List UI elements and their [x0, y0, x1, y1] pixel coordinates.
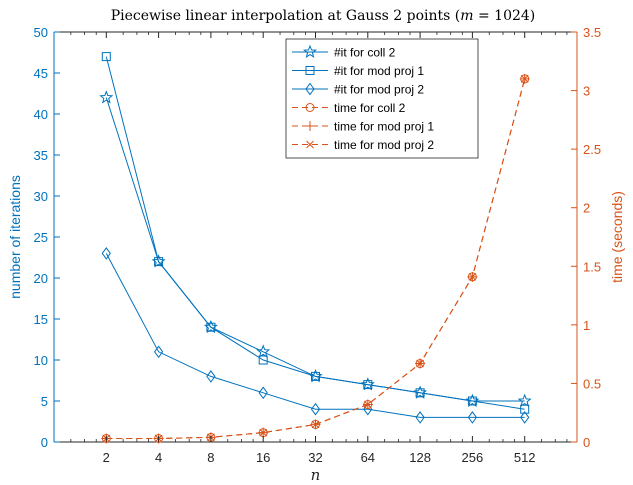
left-y-axis-label: number of iterations	[7, 175, 23, 299]
legend-marker-2	[305, 82, 315, 96]
chart-title: Piecewise linear interpolation at Gauss …	[111, 8, 536, 24]
data-point-5-7	[468, 272, 477, 281]
left-y-tick-label: 50	[34, 25, 48, 40]
left-y-tick-label: 45	[34, 66, 48, 81]
data-point-2-6	[415, 411, 425, 424]
data-point-5-4	[311, 420, 320, 429]
x-tick-label: 16	[256, 450, 270, 465]
right-y-tick-label: 0.5	[583, 376, 601, 391]
right-y-tick-label: 1.5	[583, 259, 601, 274]
data-point-5-3	[259, 428, 268, 437]
data-point-1-3	[258, 355, 268, 365]
data-point-0-0	[99, 90, 114, 104]
left-y-tick-label: 0	[41, 435, 48, 450]
right-y-tick-label: 2	[583, 201, 590, 216]
data-point-2-7	[467, 411, 478, 424]
legend-label-1: #it for mod proj 1	[334, 64, 424, 78]
data-point-1-8	[520, 404, 530, 414]
left-y-tick-label: 5	[41, 394, 48, 409]
legend-marker-4	[305, 121, 315, 131]
data-point-1-0	[101, 52, 111, 62]
data-point-5-5	[363, 400, 372, 409]
legend-marker-1	[305, 66, 315, 75]
legend-label-2: #it for mod proj 2	[334, 83, 424, 97]
data-point-2-2	[206, 370, 216, 383]
data-point-5-6	[416, 359, 424, 368]
legend-label-5: time for mod proj 2	[334, 138, 434, 152]
x-tick-label: 8	[207, 450, 214, 465]
legend-label-0: #it for coll 2	[334, 46, 396, 60]
data-point-2-4	[310, 402, 321, 416]
x-tick-label: 4	[155, 450, 162, 465]
series-line-1	[105, 56, 525, 410]
data-point-2-1	[153, 345, 164, 359]
legend-marker-0	[302, 44, 318, 58]
left-y-tick-label: 10	[34, 353, 48, 368]
legend-label-4: time for mod proj 1	[334, 120, 434, 134]
right-y-axis-label: time (seconds)	[609, 191, 625, 283]
right-y-tick-label: 2.5	[583, 142, 601, 157]
data-point-0-8	[517, 393, 532, 407]
series-line-2	[105, 253, 525, 418]
left-y-tick-label: 40	[34, 107, 48, 122]
data-point-1-1	[154, 257, 164, 267]
left-y-tick-label: 25	[34, 230, 48, 245]
x-tick-label: 2	[103, 450, 110, 465]
legend-label-3: time for coll 2	[334, 101, 406, 115]
x-axis-label: n	[311, 466, 321, 484]
x-tick-label: 64	[361, 450, 375, 465]
x-tick-label: 32	[308, 450, 322, 465]
data-point-5-8	[520, 75, 529, 83]
legend-marker-3	[305, 103, 315, 112]
x-tick-label: 256	[462, 450, 484, 465]
left-y-tick-label: 30	[34, 189, 48, 204]
right-y-tick-label: 1	[583, 318, 590, 333]
right-y-tick-label: 3.5	[583, 25, 601, 40]
right-y-tick-label: 3	[583, 84, 590, 99]
x-tick-label: 128	[409, 450, 431, 465]
legend-marker-5	[306, 140, 314, 149]
legend-box	[285, 38, 479, 159]
left-y-tick-label: 15	[34, 312, 48, 327]
data-point-2-8	[520, 411, 530, 424]
data-point-1-7	[467, 396, 477, 406]
right-y-tick-label: 0	[583, 435, 590, 450]
data-point-2-3	[258, 386, 268, 400]
left-y-tick-label: 20	[34, 271, 48, 286]
data-point-0-3	[256, 344, 271, 358]
data-point-1-6	[415, 388, 425, 398]
data-point-1-4	[311, 371, 320, 381]
left-y-tick-label: 35	[34, 148, 48, 163]
data-point-1-5	[363, 380, 373, 390]
x-tick-label: 512	[514, 450, 536, 465]
data-point-2-0	[101, 247, 111, 260]
data-point-1-2	[206, 322, 216, 332]
